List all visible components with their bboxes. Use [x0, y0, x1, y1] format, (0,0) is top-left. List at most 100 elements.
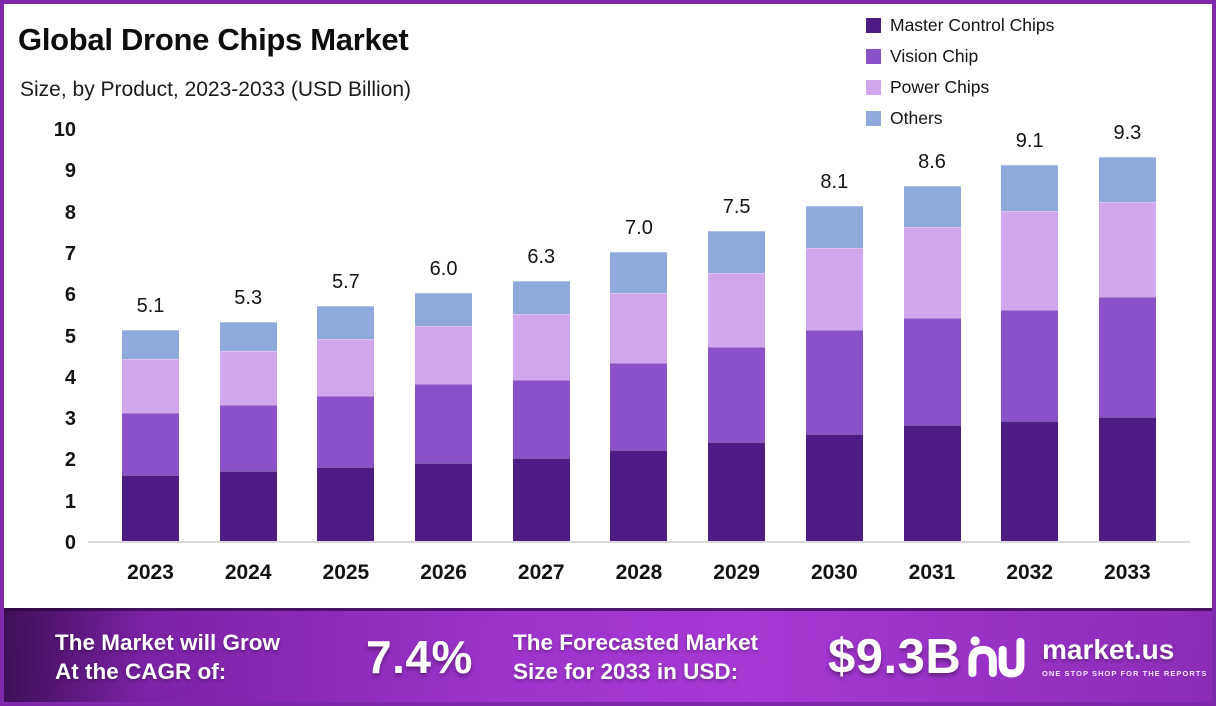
- bar-segment-vision-chip: [1098, 297, 1156, 418]
- y-tick-label: 5: [64, 325, 76, 348]
- brand-tagline: ONE STOP SHOP FOR THE REPORTS: [1042, 668, 1208, 678]
- bar-segment-master-control-chips: [1001, 421, 1059, 541]
- forecast-label: The Forecasted Market Size for 2033 in U…: [513, 627, 758, 686]
- bar-segment-power-chips: [1001, 210, 1059, 310]
- bar-group-2031: 8.6 2031: [903, 130, 961, 584]
- legend-item-master-control-chips: Master Control Chips: [866, 10, 1054, 41]
- bar-segment-others: [415, 293, 473, 327]
- forecast-label-line1: The Forecasted Market: [513, 629, 759, 655]
- bar-total-label: 5.3: [234, 287, 263, 310]
- bar-stack-2024: [219, 322, 277, 541]
- bar-segment-master-control-chips: [805, 433, 863, 541]
- legend-swatch-vision-chip: [866, 49, 881, 64]
- bar-segment-vision-chip: [415, 384, 473, 463]
- bar-segment-others: [805, 206, 863, 248]
- x-axis-label: 2030: [810, 561, 858, 584]
- bar-segment-vision-chip: [512, 379, 570, 459]
- bar-segment-power-chips: [415, 326, 473, 385]
- bar-segment-power-chips: [903, 227, 961, 318]
- forecast-value: $9.3B: [828, 629, 962, 684]
- bar-total-label: 8.6: [918, 150, 946, 173]
- y-tick-label: 2: [64, 449, 76, 472]
- bar-group-2024: 5.3 2024: [219, 130, 277, 584]
- legend-label-master-control-chips: Master Control Chips: [890, 15, 1055, 35]
- bar-segment-master-control-chips: [1098, 417, 1156, 541]
- bar-segment-others: [708, 231, 766, 273]
- page-subtitle: Size, by Product, 2023-2033 (USD Billion…: [20, 78, 412, 101]
- forecast-label-line2: Size for 2033 in USD:: [513, 658, 739, 684]
- cagr-value: 7.4%: [366, 630, 473, 683]
- legend-item-others: Others: [866, 103, 1054, 134]
- bar-group-2032: 9.1 2032: [1001, 130, 1059, 584]
- bar-group-2030: 8.1 2030: [805, 130, 863, 584]
- bar-segment-others: [317, 305, 375, 339]
- x-axis-label: 2028: [615, 561, 663, 584]
- page-title: Global Drone Chips Market: [18, 22, 409, 57]
- bar-stack-2027: [512, 280, 570, 541]
- y-tick-label: 6: [64, 284, 76, 307]
- bar-segment-power-chips: [610, 293, 668, 364]
- bar-stack-2030: [805, 206, 863, 541]
- y-tick-label: 4: [64, 366, 76, 389]
- x-axis-label: 2031: [908, 561, 956, 584]
- bar-segment-power-chips: [1098, 202, 1156, 298]
- bar-segment-master-control-chips: [415, 462, 473, 541]
- brand-text: market.us ONE STOP SHOP FOR THE REPORTS: [1042, 635, 1208, 678]
- bar-total-label: 8.1: [820, 171, 849, 194]
- bar-segment-power-chips: [805, 247, 863, 331]
- bar-stack-2029: [708, 231, 766, 541]
- bar-segment-others: [122, 330, 179, 360]
- bar-stack-2028: [610, 251, 668, 541]
- y-tick-label: 0: [64, 532, 76, 554]
- bar-total-label: 7.5: [722, 196, 751, 219]
- y-tick-label: 9: [64, 160, 76, 183]
- legend-swatch-power-chips: [866, 80, 881, 95]
- bar-stack-2025: [317, 305, 375, 541]
- bar-group-2027: 6.3 2027: [512, 130, 570, 584]
- bar-total-label: 5.7: [331, 270, 360, 293]
- y-axis: 0 1 2 3 4 5 6 7 8 9 10: [30, 119, 76, 554]
- bar-total-label: 5.1: [136, 295, 165, 318]
- legend-label-vision-chip: Vision Chip: [890, 46, 979, 66]
- bar-segment-vision-chip: [317, 396, 375, 467]
- cagr-label: The Market will Grow At the CAGR of:: [55, 627, 280, 686]
- bar-segment-master-control-chips: [903, 425, 961, 541]
- cagr-label-line2: At the CAGR of:: [55, 658, 227, 684]
- bar-stack-2026: [415, 293, 473, 541]
- y-tick-label: 8: [64, 201, 76, 224]
- bar-segment-vision-chip: [122, 412, 179, 475]
- bar-segment-master-control-chips: [317, 466, 375, 541]
- bar-segment-vision-chip: [610, 363, 668, 451]
- x-axis-label: 2024: [224, 561, 272, 584]
- bar-segment-power-chips: [219, 351, 277, 405]
- bar-segment-others: [610, 251, 668, 294]
- bar-segment-master-control-chips: [122, 474, 179, 541]
- bar-stack-2031: [903, 185, 961, 541]
- bar-segment-master-control-chips: [610, 450, 668, 541]
- banner: The Market will Grow At the CAGR of: 7.4…: [4, 608, 1212, 702]
- bar-segment-power-chips: [317, 338, 375, 397]
- bar-stack-2033: [1098, 156, 1156, 541]
- bar-segment-power-chips: [708, 272, 766, 347]
- bar-segment-power-chips: [122, 359, 179, 413]
- bar-segment-vision-chip: [805, 330, 863, 434]
- plot-area: 5.1 2023 5.3 2024 5.7 2025 6.0 2026 6.3 2027 7.0 20…: [88, 122, 1190, 584]
- legend: Master Control Chips Vision Chip Power Chi…: [866, 10, 1054, 134]
- bar-stack-2023: [122, 330, 179, 541]
- x-axis-label: 2033: [1104, 561, 1151, 584]
- bar-total-label: 6.3: [527, 245, 556, 268]
- legend-item-power-chips: Power Chips: [866, 72, 1054, 103]
- bar-group-2028: 7.0 2028: [610, 130, 668, 584]
- bar-group-2025: 5.7 2025: [317, 130, 375, 584]
- bar-total-label: 9.1: [1015, 130, 1044, 153]
- legend-swatch-master-control-chips: [866, 18, 881, 33]
- x-axis-label: 2025: [322, 561, 370, 584]
- bar-group-2029: 7.5 2029: [708, 130, 766, 584]
- bar-segment-others: [219, 322, 277, 352]
- legend-swatch-others: [866, 111, 881, 126]
- bar-segment-others: [1001, 165, 1059, 211]
- bar-segment-vision-chip: [903, 318, 961, 426]
- bar-total-label: 7.0: [625, 216, 653, 239]
- bar-segment-others: [512, 280, 570, 314]
- bar-segment-master-control-chips: [512, 458, 570, 541]
